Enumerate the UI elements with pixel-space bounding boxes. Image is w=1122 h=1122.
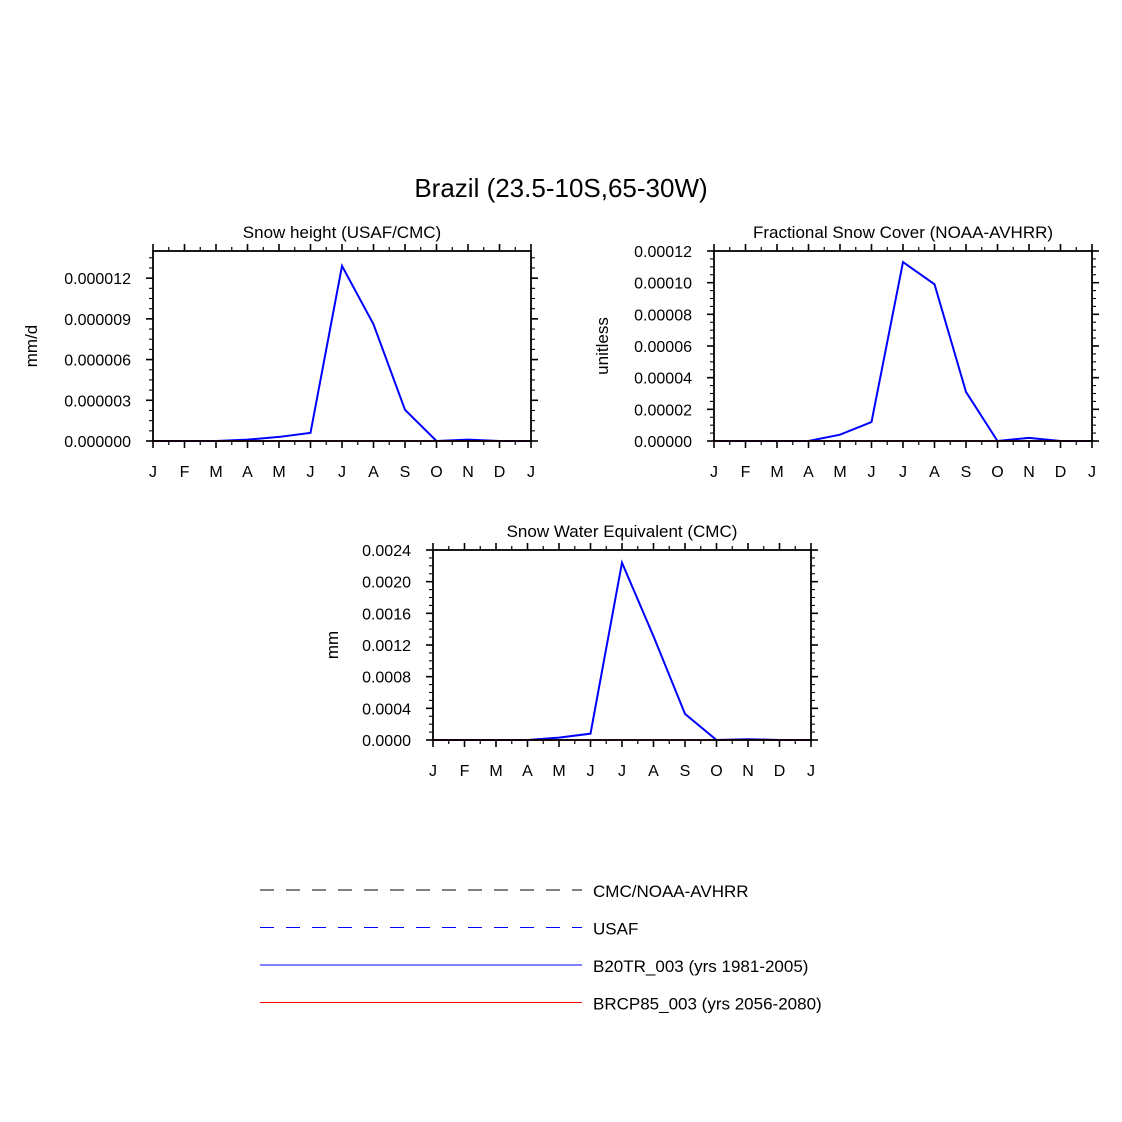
y-tick-label: 0.00008 <box>634 307 692 324</box>
legend-label: USAF <box>593 920 638 939</box>
panel-title: Snow Water Equivalent (CMC) <box>507 522 738 541</box>
x-tick-label: F <box>741 464 751 481</box>
y-tick-label: 0.0012 <box>362 638 411 655</box>
y-tick-label: 0.0004 <box>362 701 411 718</box>
x-tick-label: J <box>899 464 907 481</box>
legend-label: CMC/NOAA-AVHRR <box>593 882 749 901</box>
x-tick-label: M <box>552 763 565 780</box>
y-tick-label: 0.000012 <box>64 271 131 288</box>
x-tick-label: J <box>807 763 815 780</box>
x-tick-label: M <box>272 464 285 481</box>
x-tick-label: J <box>149 464 157 481</box>
y-tick-label: 0.0016 <box>362 606 411 623</box>
x-tick-label: S <box>961 464 972 481</box>
x-tick-label: O <box>991 464 1003 481</box>
x-tick-label: J <box>868 464 876 481</box>
legend-item: B20TR_003 (yrs 1981-2005) <box>260 957 808 976</box>
series-line-b20tr <box>433 559 811 742</box>
y-tick-label: 0.0008 <box>362 670 411 687</box>
panel-2: Fractional Snow Cover (NOAA-AVHRR) unitle… <box>593 223 1099 481</box>
plot-frame <box>432 549 812 741</box>
y-tick-label: 0.00004 <box>634 371 692 388</box>
plot-frame <box>713 250 1093 442</box>
legend-item: USAF <box>260 920 638 939</box>
x-tick-label: J <box>1088 464 1096 481</box>
x-tick-label: F <box>180 464 190 481</box>
y-tick-label: 0.00002 <box>634 402 692 419</box>
legend-label: BRCP85_003 (yrs 2056-2080) <box>593 995 822 1014</box>
x-tick-label: A <box>803 464 814 481</box>
y-tick-label: 0.000009 <box>64 312 131 329</box>
panel-title: Snow height (USAF/CMC) <box>243 223 441 242</box>
x-tick-label: J <box>587 763 595 780</box>
plot-frame <box>152 250 532 442</box>
series-line-b20tr <box>153 262 531 443</box>
x-tick-label: N <box>742 763 754 780</box>
y-tick-label: 0.0000 <box>362 733 411 750</box>
x-tick-label: A <box>242 464 253 481</box>
y-axis-label: unitless <box>593 317 612 375</box>
panel-1: Snow height (USAF/CMC) mm/d J F M A M J J A S O N D J 0… <box>22 223 538 481</box>
panels: Snow height (USAF/CMC) mm/d J F M A M J J A S O N D J 0… <box>22 223 1099 780</box>
x-tick-label: O <box>430 464 442 481</box>
y-tick-label: 0.00010 <box>634 276 692 293</box>
y-tick-label: 0.000006 <box>64 353 131 370</box>
y-tick-label: 0.0020 <box>362 575 411 592</box>
series-line-b20tr <box>714 260 1092 443</box>
figure-title: Brazil (23.5-10S,65-30W) <box>414 173 707 203</box>
x-tick-label: J <box>618 763 626 780</box>
x-tick-label: A <box>522 763 533 780</box>
legend-item: CMC/NOAA-AVHRR <box>260 882 749 901</box>
x-tick-label: N <box>1023 464 1035 481</box>
x-tick-label: N <box>462 464 474 481</box>
y-axis-label: mm/d <box>22 325 41 368</box>
y-tick-label: 0.00012 <box>634 244 692 261</box>
x-tick-label: J <box>338 464 346 481</box>
x-tick-label: J <box>307 464 315 481</box>
x-tick-label: J <box>429 763 437 780</box>
y-axis-label: mm <box>323 631 342 659</box>
x-tick-label: S <box>680 763 691 780</box>
x-tick-label: A <box>648 763 659 780</box>
y-tick-label: 0.000003 <box>64 393 131 410</box>
x-tick-label: A <box>929 464 940 481</box>
x-tick-label: A <box>368 464 379 481</box>
y-tick-label: 0.000000 <box>64 434 131 451</box>
x-tick-label: D <box>774 763 786 780</box>
x-tick-label: M <box>833 464 846 481</box>
x-tick-label: F <box>460 763 470 780</box>
panel-3: Snow Water Equivalent (CMC) mm J F M A M J J A S O N… <box>323 522 818 780</box>
x-tick-label: S <box>400 464 411 481</box>
x-tick-label: J <box>710 464 718 481</box>
y-tick-label: 0.0024 <box>362 543 411 560</box>
y-tick-label: 0.00006 <box>634 339 692 356</box>
x-tick-label: O <box>710 763 722 780</box>
y-tick-label: 0.00000 <box>634 434 692 451</box>
x-tick-label: M <box>209 464 222 481</box>
x-tick-label: M <box>489 763 502 780</box>
x-tick-label: D <box>494 464 506 481</box>
legend-item: BRCP85_003 (yrs 2056-2080) <box>260 995 822 1014</box>
panel-title: Fractional Snow Cover (NOAA-AVHRR) <box>753 223 1053 242</box>
x-tick-label: D <box>1055 464 1067 481</box>
legend-label: B20TR_003 (yrs 1981-2005) <box>593 957 808 976</box>
x-tick-label: J <box>527 464 535 481</box>
legend: CMC/NOAA-AVHRR USAF B20TR_003 (yrs 1981-20… <box>260 882 822 1014</box>
x-tick-label: M <box>770 464 783 481</box>
